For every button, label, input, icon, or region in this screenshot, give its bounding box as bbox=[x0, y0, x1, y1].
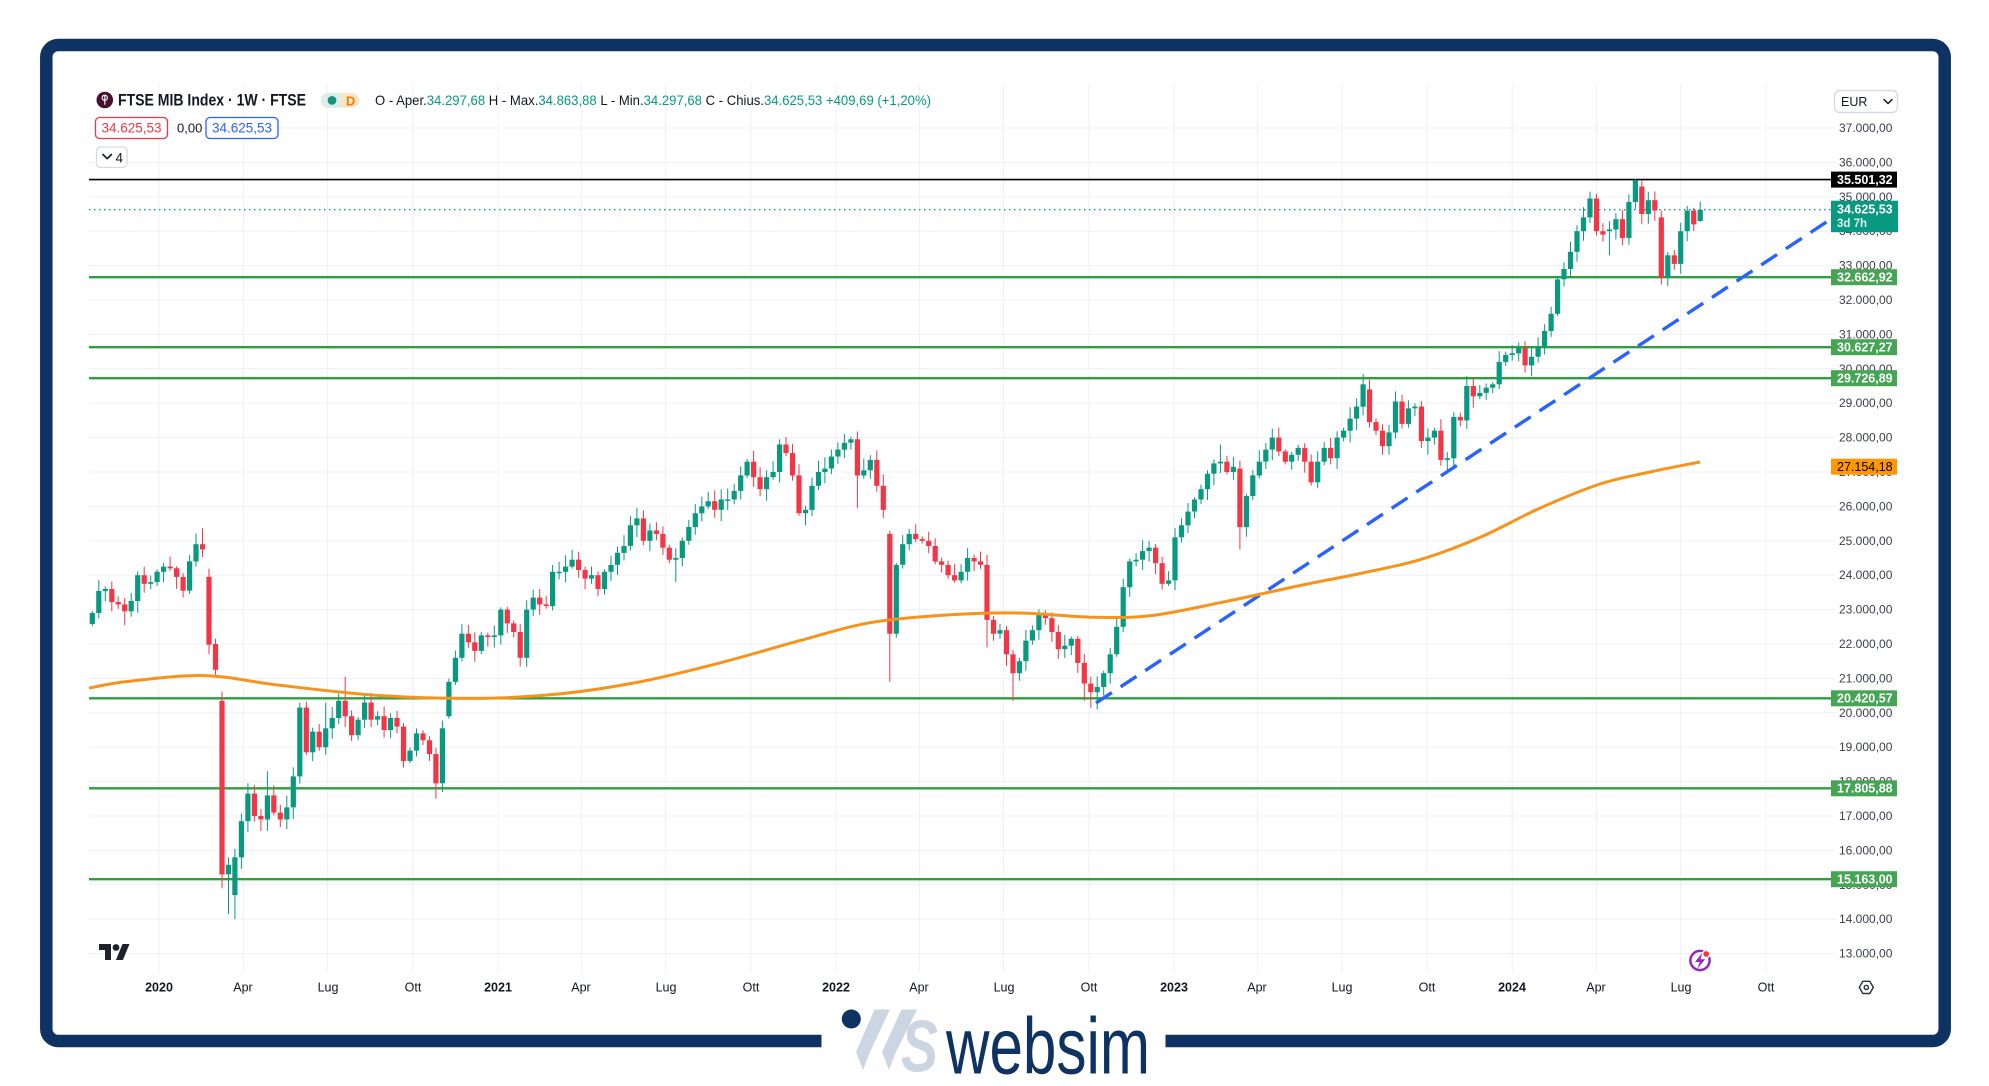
svg-text:20.420,57: 20.420,57 bbox=[1837, 692, 1893, 706]
svg-text:13.000,00: 13.000,00 bbox=[1839, 947, 1893, 961]
svg-text:Lug: Lug bbox=[318, 981, 339, 995]
svg-text:37.000,00: 37.000,00 bbox=[1839, 121, 1893, 135]
svg-text:31.000,00: 31.000,00 bbox=[1839, 327, 1893, 341]
svg-text:28.000,00: 28.000,00 bbox=[1839, 431, 1893, 445]
svg-text:2020: 2020 bbox=[145, 981, 173, 995]
svg-text:27.154,18: 27.154,18 bbox=[1837, 460, 1893, 474]
svg-text:24.000,00: 24.000,00 bbox=[1839, 568, 1893, 582]
svg-text:Lug: Lug bbox=[994, 981, 1015, 995]
svg-text:EUR: EUR bbox=[1841, 95, 1867, 109]
svg-text:Lug: Lug bbox=[1671, 981, 1692, 995]
svg-text:4: 4 bbox=[116, 151, 124, 166]
svg-text:2023: 2023 bbox=[1160, 981, 1188, 995]
svg-text:30.627,27: 30.627,27 bbox=[1837, 341, 1893, 355]
svg-text:Apr: Apr bbox=[571, 981, 590, 995]
svg-text:Ott: Ott bbox=[405, 981, 422, 995]
svg-text:34.625,53: 34.625,53 bbox=[1837, 203, 1893, 217]
svg-text:35.000,00: 35.000,00 bbox=[1839, 190, 1893, 204]
svg-text:14.000,00: 14.000,00 bbox=[1839, 912, 1893, 926]
svg-text:29.000,00: 29.000,00 bbox=[1839, 396, 1893, 410]
svg-text:D: D bbox=[346, 93, 355, 108]
svg-text:34.625,53: 34.625,53 bbox=[101, 121, 161, 136]
svg-text:16.000,00: 16.000,00 bbox=[1839, 843, 1893, 857]
svg-text:29.726,89: 29.726,89 bbox=[1837, 372, 1893, 386]
svg-text:2022: 2022 bbox=[822, 981, 850, 995]
svg-text:Apr: Apr bbox=[233, 981, 252, 995]
svg-text:0,00: 0,00 bbox=[177, 121, 202, 136]
svg-text:33.000,00: 33.000,00 bbox=[1839, 259, 1893, 273]
svg-text:32.662,92: 32.662,92 bbox=[1837, 271, 1893, 285]
svg-text:2021: 2021 bbox=[484, 981, 512, 995]
svg-text:Apr: Apr bbox=[1586, 981, 1605, 995]
svg-text:26.000,00: 26.000,00 bbox=[1839, 499, 1893, 513]
svg-text:17.805,88: 17.805,88 bbox=[1837, 782, 1893, 796]
svg-text:20.000,00: 20.000,00 bbox=[1839, 706, 1893, 720]
svg-text:FTSE MIB Index · 1W · FTSE: FTSE MIB Index · 1W · FTSE bbox=[118, 92, 306, 110]
svg-text:2024: 2024 bbox=[1498, 981, 1526, 995]
svg-text:32.000,00: 32.000,00 bbox=[1839, 293, 1893, 307]
svg-text:36.000,00: 36.000,00 bbox=[1839, 155, 1893, 169]
svg-text:17.000,00: 17.000,00 bbox=[1839, 809, 1893, 823]
svg-text:35.501,32: 35.501,32 bbox=[1837, 173, 1893, 187]
svg-text:Ott: Ott bbox=[1081, 981, 1098, 995]
svg-text:O - Aper.34.297,68 H - Max.34: O - Aper.34.297,68 H - Max.34.863,88 L -… bbox=[375, 93, 931, 108]
svg-text:S: S bbox=[901, 1007, 938, 1086]
svg-text:websim: websim bbox=[945, 1002, 1150, 1086]
svg-text:Lug: Lug bbox=[656, 981, 677, 995]
svg-text:Lug: Lug bbox=[1332, 981, 1353, 995]
svg-text:25.000,00: 25.000,00 bbox=[1839, 534, 1893, 548]
svg-text:Ott: Ott bbox=[1758, 981, 1775, 995]
svg-text:Apr: Apr bbox=[1247, 981, 1266, 995]
svg-text:21.000,00: 21.000,00 bbox=[1839, 671, 1893, 685]
svg-text:22.000,00: 22.000,00 bbox=[1839, 637, 1893, 651]
svg-text:15.163,00: 15.163,00 bbox=[1837, 873, 1893, 887]
svg-text:Ott: Ott bbox=[1419, 981, 1436, 995]
svg-text:34.625,53: 34.625,53 bbox=[212, 121, 272, 136]
svg-text:Apr: Apr bbox=[909, 981, 928, 995]
svg-text:19.000,00: 19.000,00 bbox=[1839, 740, 1893, 754]
svg-text:3d 7h: 3d 7h bbox=[1837, 218, 1867, 230]
svg-text:Ott: Ott bbox=[743, 981, 760, 995]
svg-text:23.000,00: 23.000,00 bbox=[1839, 603, 1893, 617]
